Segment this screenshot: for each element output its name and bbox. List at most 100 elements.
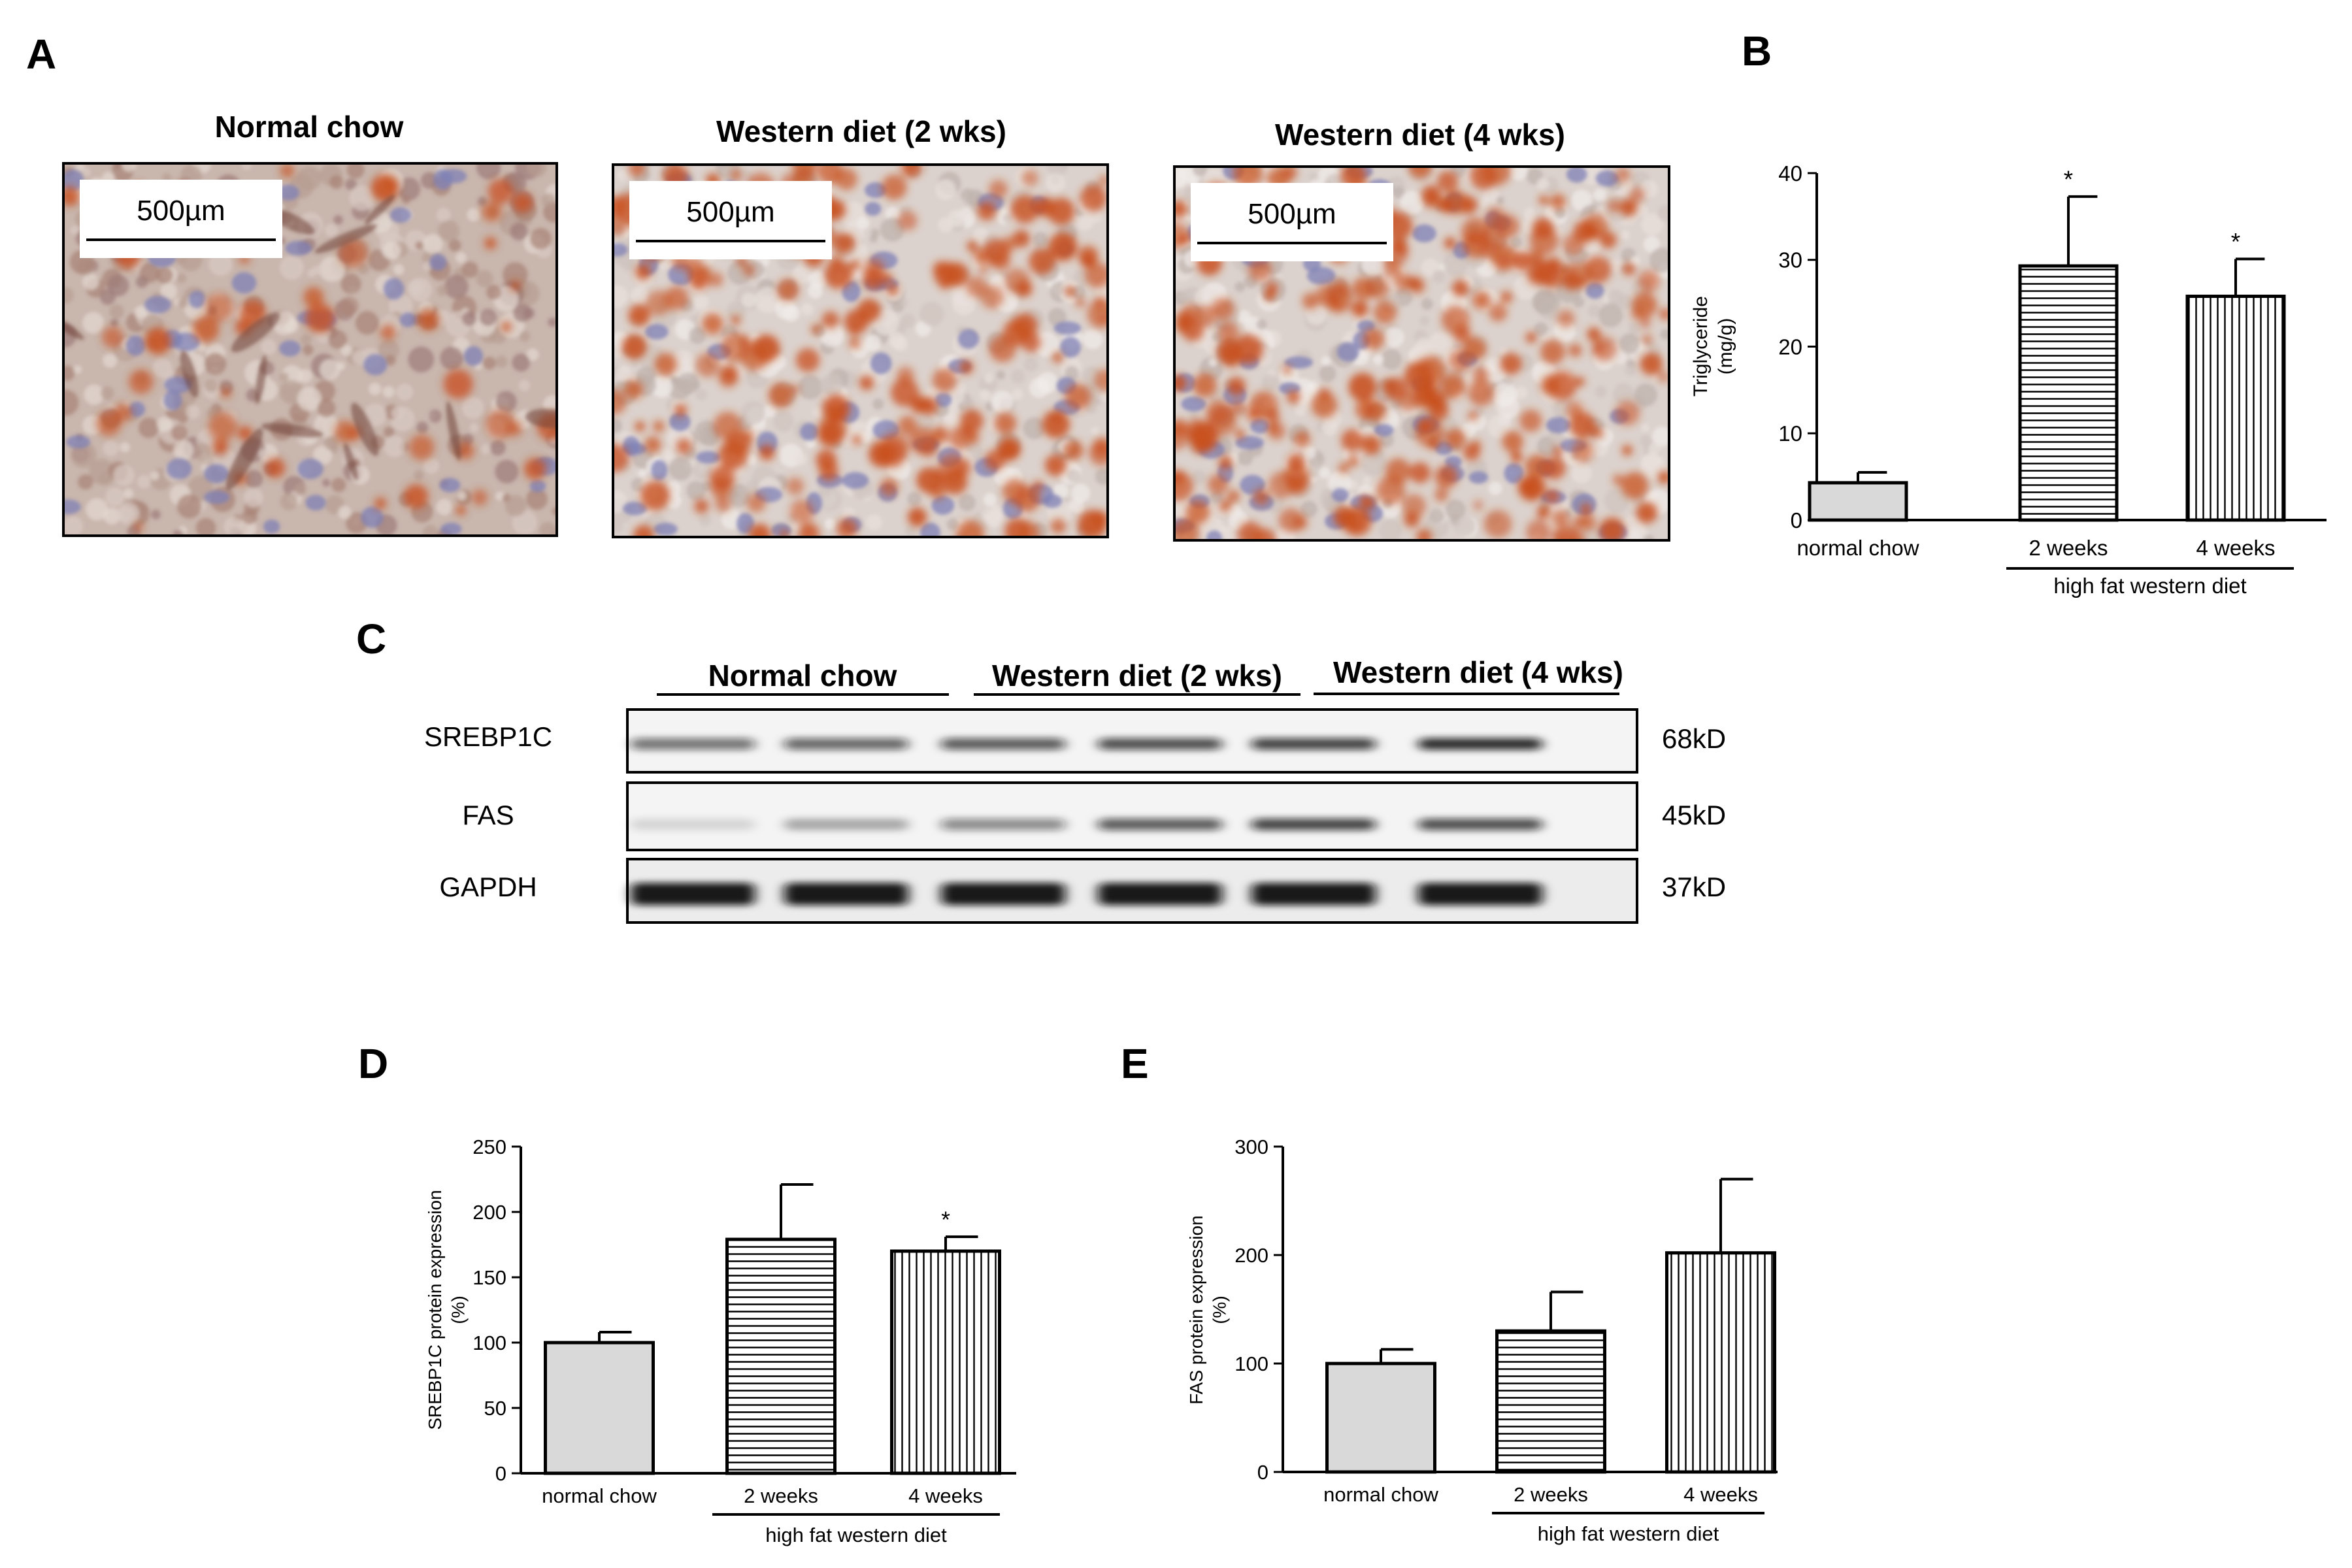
bar (2018, 264, 2119, 522)
y-tick-label: 250 (472, 1135, 506, 1158)
panel-letter-a: A (26, 31, 56, 78)
blot-band (631, 818, 755, 830)
blot-bands (631, 818, 1542, 830)
scale-bar-box (1191, 183, 1393, 261)
category-label: 4 weeks (2196, 536, 2275, 560)
category-label: 4 weeks (1683, 1483, 1758, 1506)
blot-strip-background (627, 783, 1637, 850)
scale-bar-label: 500µm (686, 196, 774, 228)
micrograph-image: 500µm (1173, 165, 1670, 542)
significance-marker: * (2231, 228, 2240, 255)
y-tick-label: 20 (1778, 335, 1802, 359)
blot-band (1251, 738, 1376, 750)
blot-band (941, 818, 1065, 830)
blot-protein-label: SREBP1C (424, 721, 552, 752)
micrograph-title: Western diet (2 wks) (716, 114, 1006, 148)
chart-srebp1c: 0 50 100 150 200 250 SREBP1C protein expressio… (425, 1135, 1016, 1546)
blot-band (784, 818, 908, 830)
blot-band (1418, 818, 1542, 830)
blot-band (1418, 883, 1542, 906)
y-tick-label: 0 (495, 1462, 506, 1485)
blot-strip (626, 708, 1638, 774)
y-tick-label: 300 (1234, 1135, 1268, 1158)
significance-marker: * (941, 1207, 950, 1233)
blot-band (1251, 818, 1376, 830)
western-blot: Normal chow Western diet (2 wks) Western… (424, 655, 1726, 924)
group-label: high fat western diet (2053, 574, 2246, 598)
bar (1495, 1329, 1606, 1474)
micrograph-title: Normal chow (215, 110, 404, 144)
category-label: normal chow (1323, 1483, 1438, 1506)
blot-size-label: 37kD (1662, 872, 1726, 902)
y-tick-label: 100 (1234, 1352, 1268, 1375)
y-tick-label: 0 (1791, 508, 1802, 532)
scale-bar-label: 500µm (137, 195, 225, 227)
category-label: 4 weeks (908, 1484, 983, 1507)
chart-triglyceride: 0 10 20 30 40 Triglyceride (mg/g) normal chow * 2… (1690, 161, 2327, 598)
blot-band (631, 883, 755, 906)
blot-bands (631, 883, 1542, 906)
bar (1808, 481, 1908, 522)
lipid-droplets (613, 165, 1108, 537)
y-axis-label: SREBP1C protein expression (%) (425, 1190, 469, 1429)
y-tick-label: 50 (484, 1397, 506, 1420)
y-tick-label: 0 (1257, 1461, 1268, 1484)
y-tick-label: 200 (1234, 1244, 1268, 1267)
scale-bar-box (80, 180, 282, 258)
micrograph-title: Western diet (4 wks) (1275, 118, 1565, 152)
scale-bar-box (629, 181, 832, 259)
panel-letter-b: B (1742, 27, 1772, 74)
panel-letter-c: C (356, 615, 386, 662)
blot-band (784, 738, 908, 750)
category-label: normal chow (542, 1484, 657, 1507)
bar (725, 1237, 836, 1475)
category-label: normal chow (1797, 536, 1919, 560)
blot-band (1251, 883, 1376, 906)
y-axis-label: FAS protein expression (%) (1186, 1215, 1230, 1405)
blot-strip-border (626, 708, 1638, 774)
micrograph-image: 500µm (612, 163, 1109, 538)
blot-strip (626, 858, 1638, 924)
y-tick-label: 100 (472, 1331, 506, 1354)
blot-protein-label: FAS (462, 800, 514, 830)
panel-letter-d: D (358, 1040, 388, 1087)
bar (1325, 1362, 1436, 1474)
y-tick-label: 10 (1778, 421, 1802, 446)
bar (890, 1249, 1001, 1475)
blot-group-label: Western diet (2 wks) (992, 659, 1282, 693)
blot-strip-border (626, 781, 1638, 851)
micrograph-border (612, 163, 1109, 538)
lipid-droplets (1174, 167, 1669, 540)
micrograph-western-4wks: Western diet (4 wks) 500µm (1173, 118, 1670, 542)
blot-strips (626, 708, 1638, 924)
category-label: 2 weeks (1514, 1483, 1588, 1506)
y-tick-label: 150 (472, 1266, 506, 1289)
bar (2185, 295, 2286, 522)
y-tick-label: 40 (1778, 161, 1802, 186)
micrograph-western-2wks: Western diet (2 wks) 500µm (612, 114, 1109, 538)
bar (1665, 1251, 1776, 1474)
y-tick-label: 200 (472, 1201, 506, 1224)
micrograph-image: 500µm (62, 162, 558, 537)
blot-band (631, 738, 755, 750)
micrograph-border (1173, 165, 1670, 542)
blot-band (941, 738, 1065, 750)
chart-fas: 0 100 200 300 FAS protein expression (%) norma… (1186, 1135, 1778, 1545)
scale-bar-label: 500µm (1248, 198, 1336, 230)
blot-bands (631, 738, 1542, 750)
blot-band (1418, 738, 1542, 750)
blot-size-label: 68kD (1662, 723, 1726, 754)
blot-band (1098, 738, 1222, 750)
group-label: high fat western diet (765, 1524, 947, 1546)
blot-band (1098, 818, 1222, 830)
group-label: high fat western diet (1538, 1522, 1719, 1545)
blot-group-label: Normal chow (708, 659, 897, 693)
blot-protein-label: GAPDH (439, 872, 537, 902)
bar (544, 1341, 655, 1475)
category-label: 2 weeks (2029, 536, 2108, 560)
blot-group-label: Western diet (4 wks) (1333, 655, 1623, 689)
category-label: 2 weeks (744, 1484, 818, 1507)
significance-marker: * (2064, 166, 2073, 193)
panel-letter-e: E (1121, 1040, 1149, 1087)
